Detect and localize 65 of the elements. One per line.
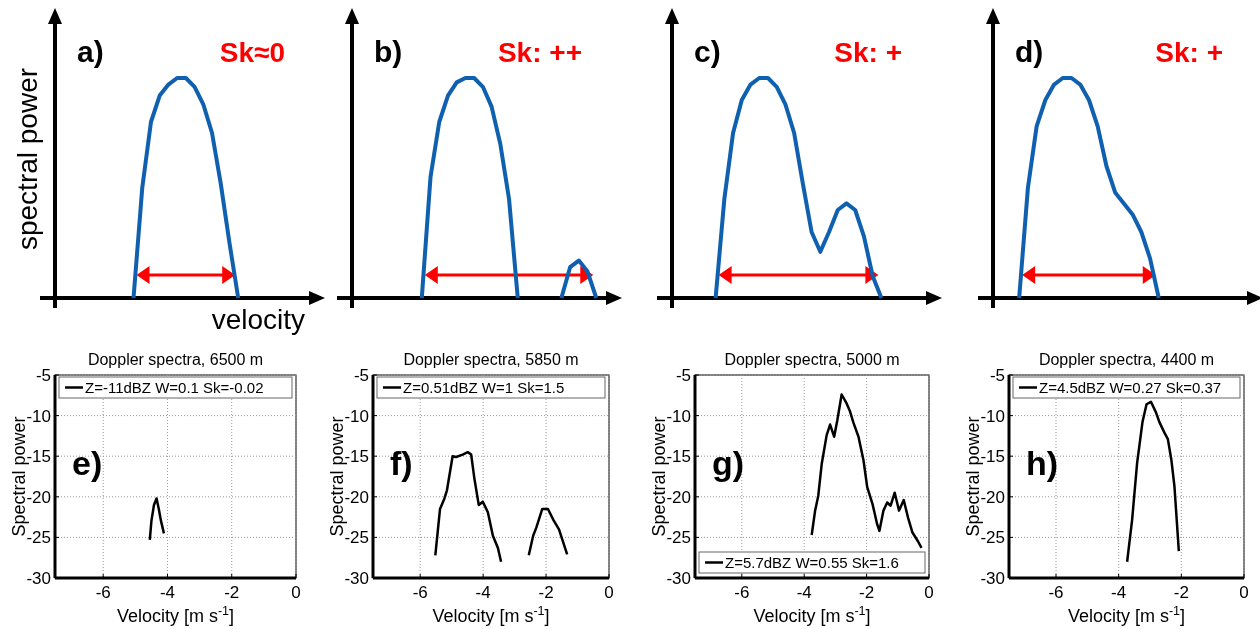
line-series <box>810 393 923 550</box>
y-tick-label: -25 <box>344 528 369 548</box>
legend-label: Z=-11dBZ W=0.1 Sk=-0.02 <box>85 379 264 396</box>
x-tick-label: 0 <box>291 583 301 602</box>
annotation: g) <box>712 444 745 482</box>
y-tick-label: -10 <box>26 406 51 426</box>
x-axis-title: Velocity [m s$^{-1}$] <box>116 604 235 626</box>
chart-title: Doppler spectra, 4400 m <box>1038 351 1215 368</box>
y-tick-label: -10 <box>344 406 369 426</box>
y-tick-label: -20 <box>666 487 691 507</box>
text: c) <box>694 35 721 68</box>
annotation: e) <box>72 444 103 482</box>
x-tick-label: 0 <box>1239 583 1249 602</box>
text: a) <box>77 35 104 68</box>
chart-title: Doppler spectra, 6500 m <box>87 351 264 368</box>
x-axis-title: Velocity [m s$^{-1}$] <box>432 604 550 626</box>
x-tick-label: -6 <box>95 583 111 602</box>
annotation: f) <box>390 444 413 482</box>
x-tick-label: -2 <box>859 583 875 602</box>
text: d) <box>1015 35 1044 68</box>
y-tick-label: -30 <box>666 569 691 588</box>
line-series <box>148 497 166 542</box>
x-axis-title: Velocity [m s$^{-1}$] <box>753 604 871 626</box>
y-tick-label: -10 <box>980 406 1005 426</box>
y-tick-label: -20 <box>26 487 51 507</box>
y-tick-label: -30 <box>26 569 51 588</box>
x-axis-title: velocity <box>211 304 305 335</box>
x-tick-label: -6 <box>734 583 750 602</box>
x-tick-label: 0 <box>604 583 614 602</box>
x-tick-label: -6 <box>1048 583 1064 602</box>
text: Sk: + <box>1155 37 1223 68</box>
x-tick-label: -2 <box>538 583 554 602</box>
x-tick-label: 0 <box>924 583 934 602</box>
y-tick-label: -30 <box>980 569 1005 588</box>
text: Sk: ++ <box>497 37 582 68</box>
line-series <box>1125 400 1181 564</box>
x-tick-label: -2 <box>1173 583 1189 602</box>
legend-label: Z=4.5dBZ W=0.27 Sk=0.37 <box>1039 379 1222 396</box>
y-tick-label: -5 <box>675 366 691 385</box>
y-tick-label: -5 <box>35 366 51 385</box>
y-tick-label: -10 <box>666 406 691 426</box>
y-tick-label: -25 <box>666 528 691 548</box>
x-tick-label: -6 <box>412 583 428 602</box>
annotation: h) <box>1026 444 1059 482</box>
legend-label: Z=5.7dBZ W=0.55 Sk=1.6 <box>725 554 899 571</box>
x-tick-label: -4 <box>475 583 491 602</box>
y-tick-label: -5 <box>353 366 369 385</box>
chart-title: Doppler spectra, 5850 m <box>403 351 579 368</box>
x-tick-label: -2 <box>224 583 240 602</box>
chart-title: Doppler spectra, 5000 m <box>724 351 900 368</box>
y-tick-label: -20 <box>344 487 369 507</box>
legend-label: Z=0.51dBZ W=1 Sk=1.5 <box>403 379 565 396</box>
x-tick-label: -4 <box>1111 583 1127 602</box>
x-tick-label: -4 <box>159 583 176 602</box>
text: Sk≈0 <box>219 37 285 68</box>
text: b) <box>374 35 403 68</box>
y-tick-label: -5 <box>989 366 1005 385</box>
y-tick-label: -25 <box>26 528 51 548</box>
text: Sk: + <box>834 37 902 68</box>
x-tick-label: -4 <box>796 583 812 602</box>
y-axis-title: spectral power <box>12 67 43 251</box>
y-tick-label: -20 <box>980 487 1005 507</box>
y-tick-label: -25 <box>980 528 1005 548</box>
x-axis-title: Velocity [m s$^{-1}$] <box>1067 604 1186 626</box>
y-tick-label: -30 <box>344 569 369 588</box>
